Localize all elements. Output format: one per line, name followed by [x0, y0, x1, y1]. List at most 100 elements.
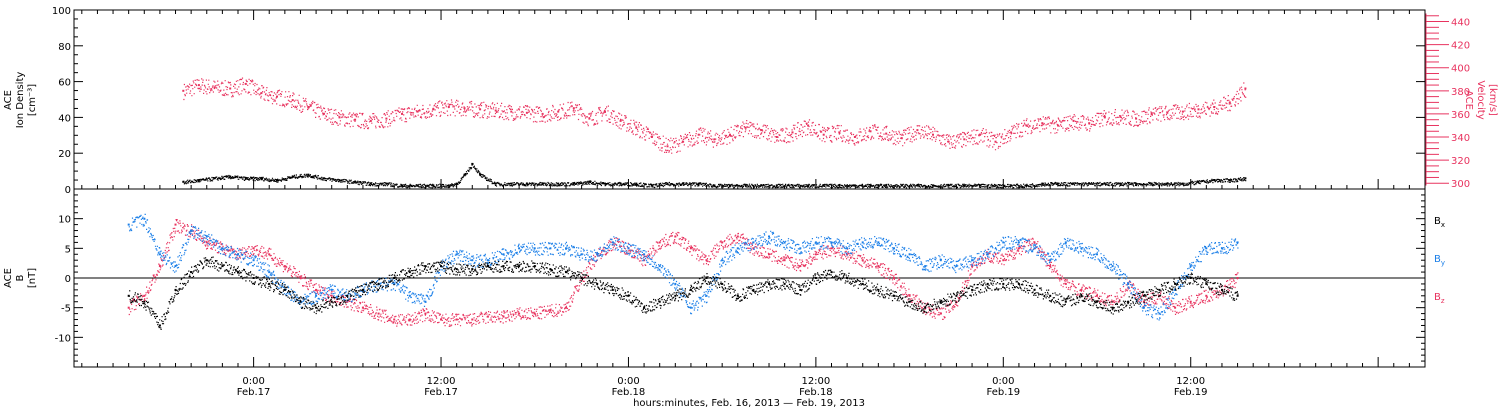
- field-tick-label: 10: [58, 215, 71, 226]
- density-point: [885, 184, 888, 187]
- velocity-point: [1025, 124, 1028, 127]
- velocity-point: [963, 138, 966, 141]
- bx-point: [799, 288, 802, 291]
- bx-point: [689, 288, 692, 291]
- bz-point: [1189, 300, 1192, 303]
- by-point: [518, 247, 521, 250]
- by-point: [1158, 312, 1161, 315]
- bz-point: [1174, 306, 1177, 309]
- velocity-point: [1010, 131, 1013, 134]
- by-point: [986, 253, 989, 256]
- field-legend: Bx By Bz: [1434, 216, 1445, 305]
- legend-bz: Bz: [1434, 292, 1445, 305]
- bz-point: [1080, 288, 1083, 291]
- by-point: [1049, 259, 1052, 262]
- velocity-point: [1041, 122, 1044, 125]
- density-point: [479, 173, 482, 176]
- bz-point: [705, 259, 708, 262]
- density-point: [369, 182, 372, 185]
- velocity-point: [182, 89, 185, 92]
- bz-point: [877, 265, 880, 268]
- bz-point: [814, 253, 817, 256]
- bx-point: [518, 265, 521, 268]
- bx-point: [1080, 294, 1083, 297]
- velocity-point: [994, 140, 997, 143]
- density-point: [869, 184, 872, 187]
- by-point: [846, 247, 849, 250]
- density-axis-label-line-3: [cm⁻³]: [27, 84, 38, 116]
- velocity-point: [635, 126, 638, 129]
- bz-point: [143, 294, 146, 297]
- bx-point: [814, 277, 817, 279]
- velocity-point: [213, 86, 216, 89]
- density-point: [635, 182, 638, 185]
- bz-point: [205, 241, 208, 244]
- bx-point: [768, 282, 770, 285]
- velocity-point: [479, 108, 482, 111]
- by-point: [830, 241, 833, 244]
- time-tick-label: 0:00: [242, 376, 264, 387]
- top-panel-frame: [73, 9, 1426, 190]
- bx-point: [1111, 306, 1114, 309]
- by-point: [861, 241, 864, 244]
- bottom-panel-marks: [74, 213, 1425, 330]
- bx-scatter: [128, 256, 1239, 330]
- velocity-point: [494, 109, 497, 112]
- density-axis-label-line-1: ACE: [3, 90, 14, 110]
- velocity-series: [182, 77, 1247, 154]
- field-tick-label: 0: [65, 274, 71, 285]
- bz-point: [1205, 294, 1208, 297]
- velocity-point: [463, 107, 466, 110]
- legend-bx: Bx: [1434, 216, 1445, 229]
- velocity-point: [1119, 115, 1122, 118]
- bz-point: [299, 277, 302, 279]
- bx-point: [408, 271, 411, 274]
- density-tick-label: 80: [58, 42, 71, 53]
- velocity-point: [775, 136, 778, 138]
- by-point: [674, 282, 677, 285]
- density-point: [916, 184, 919, 187]
- bx-point: [1205, 282, 1208, 285]
- by-point: [471, 259, 474, 262]
- date-tick-label: Feb.19: [986, 387, 1020, 398]
- by-point: [565, 247, 567, 250]
- by-point: [955, 265, 958, 268]
- velocity-point: [916, 129, 919, 132]
- bz-point: [1033, 241, 1036, 244]
- by-point: [268, 271, 271, 274]
- density-point: [572, 182, 575, 185]
- velocity-point: [760, 129, 763, 132]
- bx-point: [330, 300, 333, 303]
- bx-point: [174, 288, 177, 291]
- density-tick-label: 20: [58, 149, 71, 160]
- by-point: [1189, 265, 1192, 268]
- field-tick-label: -5: [61, 304, 71, 315]
- by-point: [1080, 247, 1083, 250]
- velocity-point: [1166, 111, 1169, 114]
- velocity-point: [807, 124, 810, 127]
- bz-point: [283, 265, 286, 268]
- bx-point: [1002, 282, 1005, 285]
- density-point: [838, 184, 841, 187]
- bz-point: [783, 259, 786, 262]
- field-axis-label-line-3: [nT]: [27, 268, 38, 288]
- velocity-point: [588, 117, 591, 120]
- density-tick-label: 100: [52, 6, 71, 17]
- velocity-point: [1057, 124, 1059, 127]
- bz-point: [252, 247, 255, 250]
- field-axis-label-line-2: B: [15, 274, 26, 281]
- bx-point: [705, 277, 708, 279]
- bz-point: [127, 306, 130, 309]
- velocity-point: [1103, 116, 1106, 119]
- velocity-tick-label: 360: [1451, 110, 1470, 121]
- by-point: [627, 247, 630, 250]
- bx-point: [627, 294, 630, 297]
- bz-point: [689, 247, 692, 250]
- velocity-point: [260, 92, 263, 95]
- bz-point: [736, 235, 739, 238]
- by-point: [158, 253, 161, 256]
- velocity-point: [697, 133, 700, 136]
- bx-point: [1142, 294, 1145, 297]
- density-point: [1057, 182, 1059, 185]
- bx-point: [736, 294, 739, 297]
